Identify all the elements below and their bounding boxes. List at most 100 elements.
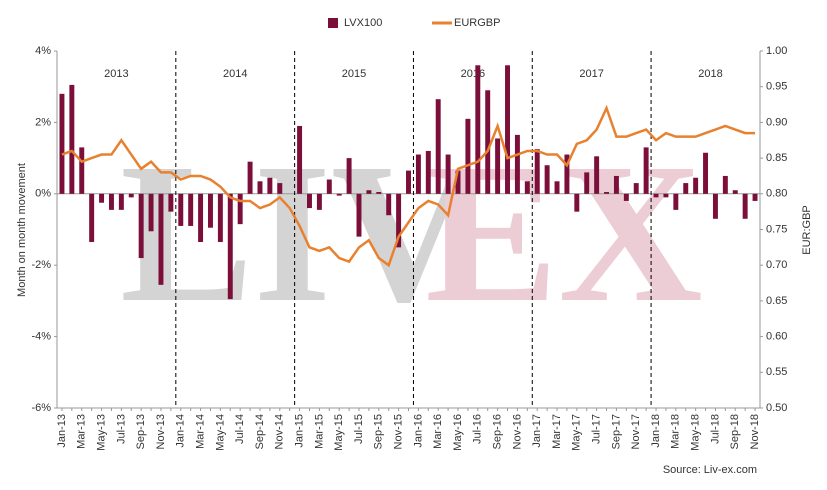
x-tick-label: Jan-13 — [56, 414, 68, 448]
line — [61, 104, 756, 268]
x-tick-label: Sep-18 — [729, 414, 741, 449]
y2-tick-label: 0.90 — [766, 116, 787, 128]
bar — [435, 99, 441, 194]
x-tick-label: Mar-14 — [194, 414, 206, 449]
y2-tick-label: 0.80 — [766, 188, 787, 200]
x-tick-label: May-16 — [452, 414, 464, 451]
bar — [703, 152, 709, 194]
bar — [514, 134, 520, 194]
bar — [277, 183, 283, 194]
bar — [257, 181, 263, 194]
bar — [59, 93, 65, 194]
bar — [89, 193, 95, 242]
bar — [693, 177, 699, 194]
bar — [148, 193, 154, 232]
x-tick-label: Nov-13 — [155, 414, 167, 449]
bar — [79, 147, 85, 194]
bar — [574, 193, 580, 212]
x-tick-label: May-15 — [333, 414, 345, 451]
y2-axis-label: EUR:GBP — [801, 205, 813, 255]
bar — [505, 65, 510, 194]
year-label: 2015 — [342, 68, 366, 80]
watermark: EX — [425, 123, 703, 344]
y2-tick-label: 0.65 — [766, 295, 787, 307]
bar — [297, 125, 303, 194]
source: Source: Liv-ex.com — [663, 464, 757, 476]
bar — [584, 172, 590, 194]
year-label: 2017 — [579, 68, 603, 80]
bar — [732, 190, 738, 194]
bar — [485, 90, 491, 194]
year-label: 2013 — [104, 68, 128, 80]
x-tick-label: Jan-17 — [531, 414, 543, 448]
x-tick-label: May-17 — [571, 414, 583, 451]
y2-tick-label: 0.75 — [766, 223, 787, 235]
bar — [99, 193, 105, 203]
y2-tick-label: 0.55 — [766, 366, 787, 378]
x-tick-label: Sep-17 — [610, 414, 622, 449]
y-tick-label: -2% — [31, 259, 51, 271]
x-tick-label: Sep-15 — [373, 414, 385, 449]
bar — [643, 147, 649, 194]
bar — [752, 193, 758, 201]
bar — [336, 193, 342, 196]
x-tick-label: Nov-17 — [630, 414, 642, 449]
y-tick-label: 4% — [35, 45, 51, 57]
bar — [118, 193, 124, 210]
bar — [455, 170, 461, 194]
bar — [108, 193, 114, 210]
bar — [406, 170, 411, 194]
y-axis-label: Month on month movement — [16, 163, 28, 297]
bar — [237, 193, 243, 225]
x-tick-label: Sep-16 — [492, 414, 504, 449]
y2-tick-label: 0.85 — [766, 152, 787, 164]
x-tick-label: Jan-15 — [293, 414, 305, 448]
bar — [69, 84, 75, 194]
bar — [623, 193, 629, 201]
bar — [178, 193, 184, 226]
x-tick-label: Mar-15 — [313, 414, 325, 449]
bar — [475, 65, 481, 194]
y-tick-label: -4% — [31, 331, 51, 343]
bar — [267, 177, 273, 194]
year-label: 2014 — [223, 68, 247, 80]
x-tick-label: May-18 — [690, 414, 702, 451]
bar — [495, 138, 501, 194]
x-tick-label: Sep-13 — [135, 414, 147, 449]
x-tick-label: Mar-18 — [670, 414, 682, 449]
bar — [386, 193, 392, 216]
bar — [168, 193, 174, 212]
bar — [742, 193, 748, 219]
bar — [217, 193, 223, 242]
x-tick-label: Nov-14 — [274, 414, 286, 449]
x-tick-label: Jul-14 — [234, 414, 246, 444]
x-tick-label: Jan-18 — [650, 414, 662, 448]
y2-tick-label: 1.00 — [766, 45, 787, 57]
bar — [138, 193, 144, 259]
legend-label: EURGBP — [454, 17, 500, 29]
x-tick-label: Jul-17 — [591, 414, 603, 444]
bar — [346, 158, 352, 194]
bar — [445, 154, 451, 194]
x-tick-label: Jul-13 — [115, 414, 127, 444]
bar — [604, 192, 610, 194]
bar — [307, 193, 312, 209]
bar — [465, 118, 471, 194]
x-tick-label: Jan-14 — [175, 414, 187, 448]
bar — [158, 193, 164, 285]
legend-swatch — [328, 18, 338, 28]
x-tick-label: Nov-15 — [393, 414, 405, 449]
y2-tick-label: 0.50 — [766, 402, 787, 414]
x-tick-label: Mar-13 — [76, 414, 88, 449]
y2-tick-label: 0.60 — [766, 331, 787, 343]
bar — [396, 193, 402, 248]
x-tick-label: Jul-16 — [472, 414, 484, 444]
bar — [534, 149, 540, 194]
bar — [673, 193, 679, 210]
bar — [633, 183, 639, 194]
bar — [524, 181, 530, 194]
bar — [415, 154, 421, 194]
bar — [663, 193, 669, 198]
x-tick-label: Sep-14 — [254, 414, 266, 449]
bar — [247, 161, 253, 194]
